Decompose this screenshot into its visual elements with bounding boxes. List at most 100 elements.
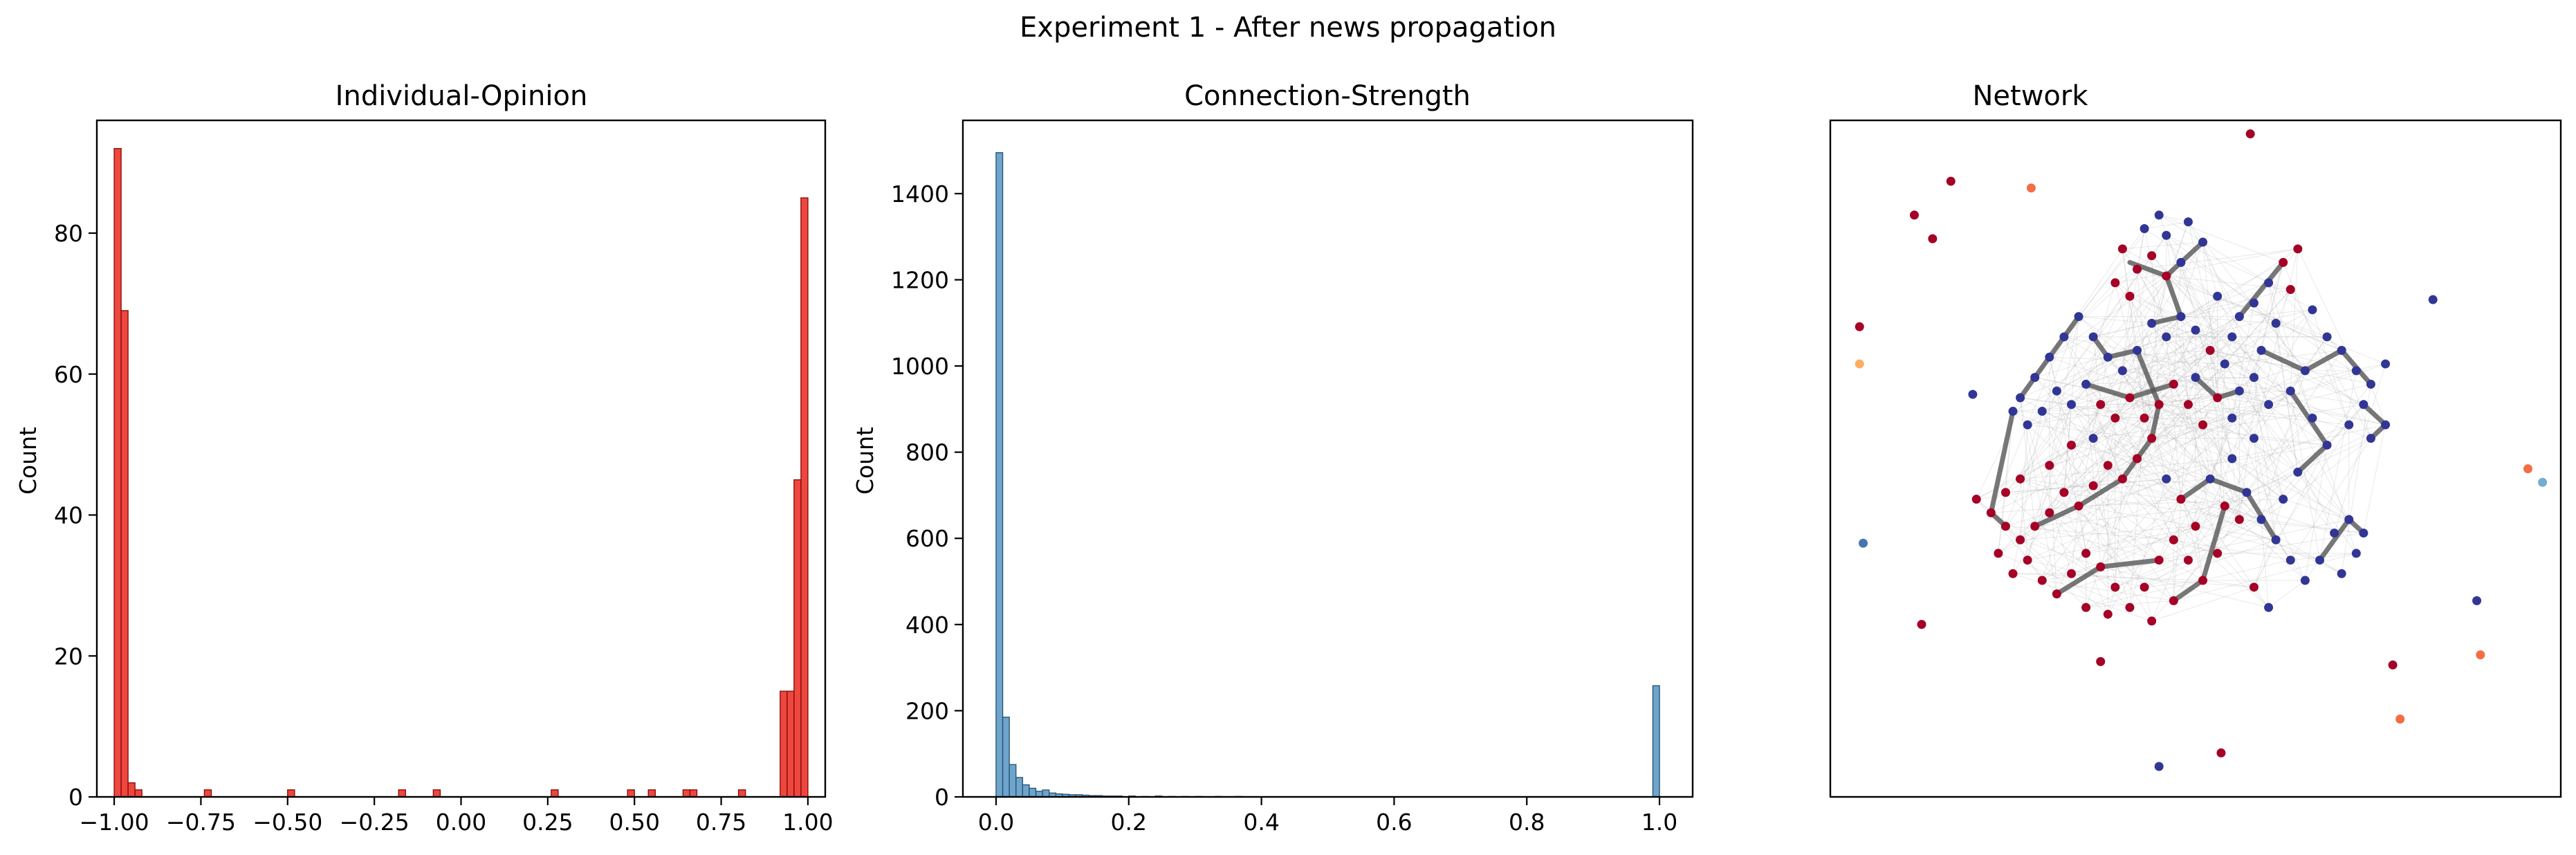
network-node [2088,332,2098,342]
network-edge-weak [2275,322,2342,351]
network-edge-weak [2180,316,2276,324]
network-node [2249,373,2258,383]
network-node [2023,555,2032,565]
network-edge-weak [1991,438,2152,513]
network-edge-weak [2027,478,2211,561]
network-node [2191,373,2200,383]
network-node [2216,748,2226,757]
x-tick-label: 1.0 [1641,809,1677,836]
x-tick-label: 0.4 [1243,809,1279,836]
network-edge-weak [2261,370,2306,520]
network-edge-weak [2041,262,2182,412]
network-node [2169,596,2178,605]
network-edge-weak [2020,479,2028,560]
network-edge-weak [2093,478,2166,486]
network-edge-weak [2108,465,2262,520]
network-edge-weak [2049,316,2079,466]
network-node [2308,305,2317,315]
y-tick-label: 80 [54,220,83,247]
network-node [2169,379,2178,389]
network-edge-weak [2253,377,2284,499]
network-edge-weak [2049,357,2072,445]
network-edge-weak [2180,262,2240,392]
network-edge-weak [2092,336,2101,405]
network-edge-weak [2246,417,2313,493]
network-node [2344,515,2354,524]
network-edge-weak [2312,309,2350,425]
network-edge-weak [2166,275,2342,351]
network-node [2154,762,2164,771]
network-edge-weak [2078,377,2196,506]
network-edge-weak [2232,418,2306,581]
network-edge-weak [2173,539,2291,561]
network-edge-weak [2144,587,2153,621]
histogram-bar [627,789,635,798]
network-node [2103,352,2113,362]
network-node [2052,386,2061,396]
network-node [2059,488,2069,497]
network-edge-weak [2107,356,2211,479]
network-edge-weak [2027,384,2086,425]
y-tick-label: 60 [54,361,83,388]
network-edge-weak [2012,411,2166,479]
network-edge-weak [2020,404,2160,540]
network-edge-weak [2173,350,2211,385]
network-node [2198,237,2208,247]
network-edge-weak [2020,397,2072,405]
histogram-bar [786,690,795,798]
network-edge-weak [2254,248,2299,304]
network-node [2162,474,2171,484]
network-edge-weak [2137,323,2276,459]
network-edge-weak [2261,350,2350,520]
x-tick-label: −0.50 [252,809,322,836]
network-edge-weak [2159,214,2189,223]
network-edge-weak [2034,377,2182,500]
histogram-bar [1652,685,1660,798]
network-node [2381,359,2391,369]
network-node [2169,535,2178,544]
network-edge-weak [2180,316,2225,365]
network-edge-weak [2312,417,2371,439]
network-node [1855,359,1864,369]
network-node [2476,650,2485,660]
network-edge-weak [2137,350,2145,419]
network-node [2538,477,2548,487]
network-edge-weak [1998,553,2131,608]
network-edge-weak [2020,336,2166,398]
network-edge-weak [2151,404,2364,439]
network-edge-weak [2137,350,2269,405]
network-node [2293,468,2303,477]
network-edge-weak [2173,417,2313,540]
x-tick-label: 0.00 [436,809,486,836]
network-edge-weak [2063,336,2123,371]
network-node [2285,555,2295,565]
y-tick-label: 0 [935,784,949,811]
network-edge-weak [2158,479,2211,560]
network-edge-weak [2297,248,2357,371]
network-edge-weak [2283,404,2364,500]
network-node [2103,461,2113,470]
network-edge-weak [2151,322,2291,392]
network-edge-weak [1998,411,2014,553]
network-edge-weak [2202,580,2254,588]
x-tick-label: 0.0 [978,809,1014,836]
histogram-bar [1035,791,1043,798]
network-node [2125,603,2135,612]
network-edge-weak [2049,275,2167,358]
network-edge-weak [2173,262,2182,385]
network-edge-weak [2166,235,2189,405]
network-edge-weak [2180,316,2247,493]
network-edge-weak [2290,289,2371,439]
network-node [2285,285,2295,294]
network-edge-weak [2020,478,2225,506]
network-edge-weak [2092,438,2182,500]
network-node [2395,715,2405,724]
network-node [2205,474,2215,484]
network-node [2088,434,2098,443]
network-edge-weak [2092,397,2218,486]
network-edge-weak [2049,512,2174,601]
network-edge-weak [2187,221,2233,419]
network-edge-weak [2049,465,2108,615]
network-edge-weak [2254,302,2306,371]
network-edge-weak [2180,499,2262,520]
